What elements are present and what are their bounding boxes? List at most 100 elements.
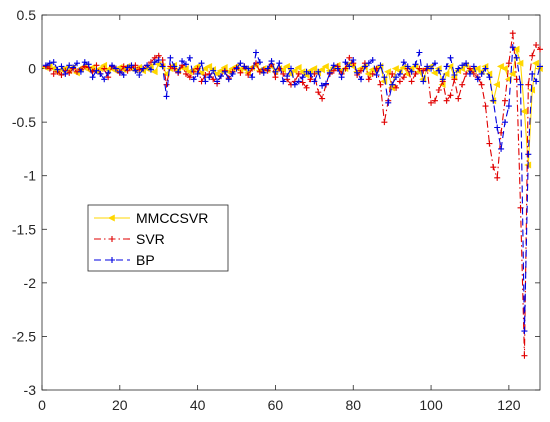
data-point [513,76,520,83]
data-point [459,81,466,88]
data-point [280,78,287,85]
data-point [381,119,388,126]
y-tick-label: -2 [24,275,37,291]
data-point [446,62,454,70]
y-tick-label: -0.5 [12,114,36,130]
data-point [455,65,462,72]
data-point [435,67,442,74]
data-point [144,62,151,69]
data-point [256,68,263,75]
data-point [190,76,197,83]
data-point [346,54,353,61]
data-point [245,72,252,78]
data-point [221,68,228,75]
data-point [85,61,92,68]
y-tick-label: 0 [28,61,36,77]
data-point [276,60,283,67]
data-point [478,70,485,77]
data-point [315,68,322,75]
data-point [459,62,466,69]
data-point [229,70,236,77]
data-point [93,62,100,69]
data-point [400,59,407,66]
x-tick-label: 0 [38,397,46,413]
data-point [109,62,116,69]
data-point [521,328,528,335]
data-point [486,140,493,147]
data-point [124,64,131,71]
data-point [233,65,240,72]
data-point [280,70,287,77]
data-point [323,80,330,87]
data-point [326,69,333,76]
data-point [284,73,291,80]
data-point [533,78,540,85]
data-point [245,65,252,72]
data-point [365,60,372,67]
data-point [42,62,49,69]
data-point [416,65,423,72]
data-point [369,70,376,77]
data-point [537,63,543,70]
data-point [373,72,380,78]
data-point [268,58,275,65]
data-point [210,67,217,74]
data-point [493,81,501,89]
data-point [101,76,108,83]
data-point [205,62,213,70]
data-point [525,81,532,88]
data-point [201,65,209,73]
data-point [354,69,361,76]
data-point [186,54,193,61]
data-point [214,78,221,85]
data-point [525,151,532,158]
data-point [190,68,197,75]
data-point [136,66,143,73]
data-point [46,65,53,72]
legend-entries: MMCCSVR SVR BP [94,210,208,268]
data-point [365,76,372,83]
data-point [420,78,427,85]
legend-entry: MMCCSVR [94,210,208,226]
data-point [241,63,248,70]
data-point [140,65,147,72]
data-point [496,62,504,70]
data-point [317,66,325,74]
data-point [504,75,512,83]
data-point [369,57,376,63]
data-point [412,61,419,68]
data-point [198,60,205,67]
data-point [384,68,392,76]
data-point [197,69,205,77]
data-point [62,70,69,77]
data-point [447,54,454,61]
data-point [290,67,298,75]
legend-entry: SVR [94,231,165,247]
data-point [509,44,516,51]
data-point [50,70,57,77]
data-point [101,65,108,72]
data-point [210,76,217,83]
data-point [237,60,244,67]
legend-label: BP [136,252,155,268]
data-point [77,68,84,75]
data-point [206,74,213,81]
data-point [252,49,259,56]
data-point [307,76,314,83]
data-point [319,82,326,89]
data-point [311,78,318,85]
data-point [315,89,322,96]
data-point [66,69,73,76]
data-point [116,68,123,75]
data-point [358,67,365,74]
data-point [132,67,139,74]
data-point [428,99,435,106]
data-point [505,103,512,110]
data-point [163,93,170,100]
x-tick-label: 120 [497,397,521,413]
data-point [521,352,528,359]
data-point [508,70,516,78]
data-point [182,61,189,68]
data-point [478,81,485,88]
data-point [225,76,232,83]
